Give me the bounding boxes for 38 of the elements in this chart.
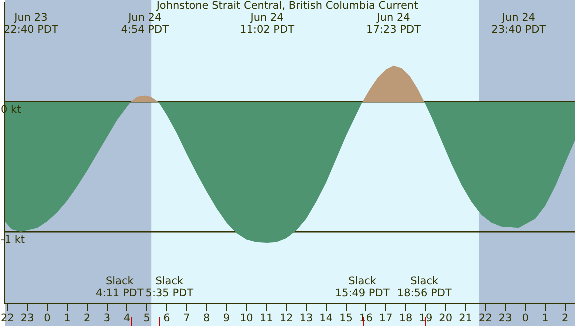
x-tick-label: 11 [260, 312, 274, 324]
x-tick-label: 6 [164, 312, 171, 324]
x-tick-label: 0 [522, 312, 529, 324]
x-tick-label: 21 [459, 312, 472, 324]
annotation: Jun 24 11:02 PDT [240, 12, 296, 36]
x-tick-label: 13 [300, 312, 314, 324]
annotation: Slack 5:35 PDT [146, 275, 194, 300]
annotation: Slack 15:49 PDT [335, 275, 390, 300]
x-tick-label: 22 [1, 312, 14, 324]
annotation: Slack 4:11 PDT [96, 275, 144, 300]
x-tick-label: 23 [498, 312, 512, 324]
annotation: Slack 18:56 PDT [397, 275, 452, 300]
annotation: Jun 24 23:40 PDT [492, 12, 547, 36]
x-tick-label: 2 [84, 312, 91, 324]
x-tick-label: 15 [340, 312, 353, 324]
x-tick-label: 5 [144, 312, 150, 324]
x-tick-label: 4 [124, 312, 131, 324]
x-tick-label: 12 [280, 312, 294, 324]
x-tick-label: 18 [399, 312, 413, 324]
annotation: Jun 24 17:23 PDT [366, 12, 422, 36]
x-tick-label: 10 [240, 312, 254, 324]
x-tick-label: 14 [320, 312, 334, 324]
x-tick-label: 8 [204, 312, 210, 324]
x-tick-label: 2 [562, 312, 569, 324]
annotation: Jun 24 4:54 PDT [121, 12, 170, 36]
x-tick-label: 1 [542, 312, 549, 324]
x-tick-label: 17 [379, 312, 393, 324]
x-tick-label: 7 [184, 312, 190, 324]
x-tick-label: 23 [20, 312, 34, 324]
x-tick-label: 1 [64, 312, 71, 324]
annotation: Jun 23 22:40 PDT [4, 12, 60, 36]
x-tick-label: 19 [419, 312, 433, 324]
x-tick-label: 3 [104, 312, 111, 324]
chart-title: Johnstone Strait Central, British Columbia Current [156, 0, 418, 12]
x-tick-label: 0 [44, 312, 51, 324]
x-tick-label: 20 [439, 312, 453, 324]
x-tick-label: 22 [479, 312, 492, 324]
x-tick-label: 9 [223, 312, 230, 324]
